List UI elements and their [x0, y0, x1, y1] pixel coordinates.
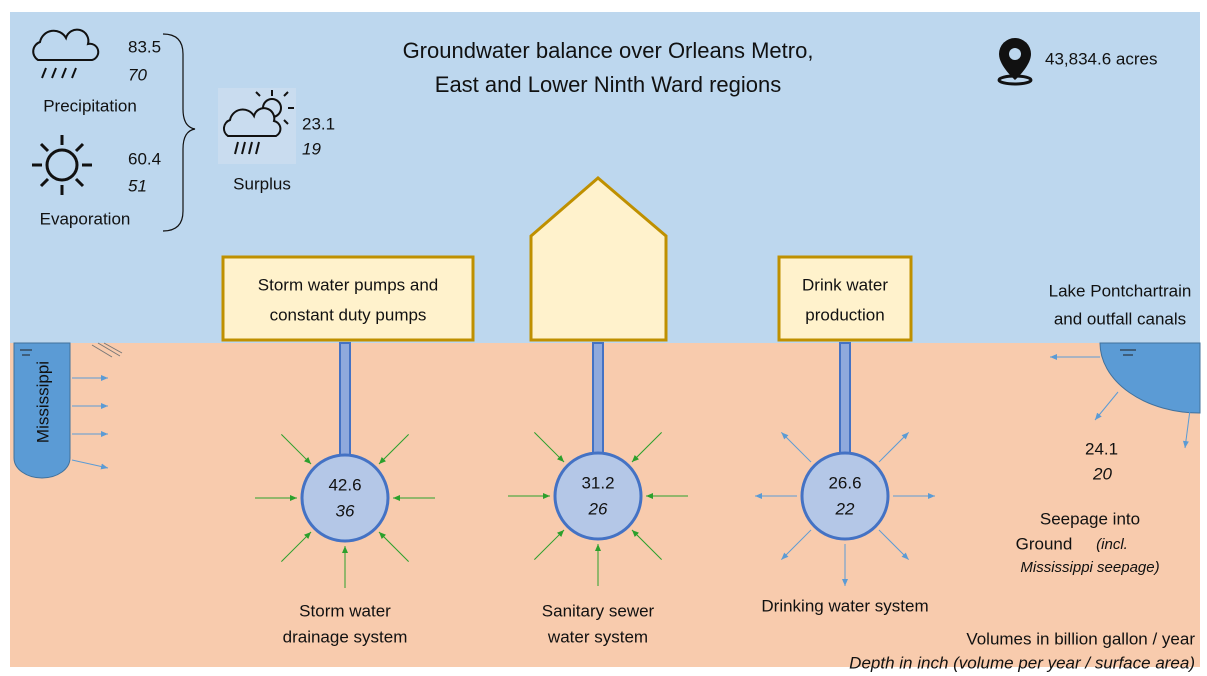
title: East and Lower Ninth Ward regions	[435, 72, 781, 97]
inflow-arrow	[378, 434, 409, 465]
node-depth: 36	[336, 501, 355, 520]
evap-label: Evaporation	[40, 209, 131, 228]
legend: Volumes in billion gallon / year	[966, 629, 1195, 648]
outflow-arrow	[781, 529, 812, 560]
drink-box	[777, 255, 913, 342]
outflow-arrow	[878, 432, 909, 463]
outflow-arrow	[878, 529, 909, 560]
seepage-note: (incl.	[1096, 536, 1128, 553]
node-depth: 22	[835, 499, 855, 518]
seep-arrow	[1182, 409, 1191, 449]
water-level	[20, 349, 32, 356]
water-level	[1120, 349, 1136, 356]
seep-arrow	[1094, 391, 1119, 421]
node	[553, 451, 643, 541]
surplus-icon	[218, 88, 296, 164]
evap-depth: 51	[128, 176, 147, 195]
inflow-arrow	[281, 531, 312, 562]
title: Groundwater balance over Orleans Metro,	[403, 38, 814, 63]
area: 43,834.6 acres	[1045, 49, 1157, 68]
pipe	[339, 342, 351, 459]
evap-volume: 60.4	[128, 149, 161, 168]
pin-icon	[997, 38, 1033, 86]
drink-text: production	[805, 305, 884, 324]
bracket	[162, 33, 196, 232]
node-volume: 26.6	[828, 473, 861, 492]
surplus-volume: 23.1	[302, 114, 335, 133]
seepage-volume: 24.1	[1085, 439, 1118, 458]
inflow-arrow	[534, 432, 565, 463]
lake-text: Lake Pontchartrain	[1049, 281, 1192, 300]
pumps-text: constant duty pumps	[270, 305, 427, 324]
hatch	[91, 342, 123, 358]
surplus-depth: 19	[302, 139, 321, 158]
pumps-box	[221, 255, 475, 342]
lake-text: and outfall canals	[1054, 309, 1186, 328]
seep-arrow	[71, 459, 109, 470]
node-volume: 31.2	[581, 473, 614, 492]
node-depth: 26	[588, 499, 608, 518]
pumps-text: Storm water pumps and	[258, 275, 438, 294]
node-label: Storm water	[299, 601, 391, 620]
inflow-arrow	[631, 432, 662, 463]
cloud-icon	[32, 28, 100, 79]
surplus-label: Surplus	[233, 174, 291, 193]
precip-label: Precipitation	[43, 96, 137, 115]
house	[529, 176, 668, 342]
river-label: Mississippi	[33, 361, 52, 443]
seepage-note: Mississippi seepage)	[1020, 559, 1159, 576]
node-label: drainage system	[283, 627, 408, 646]
node-label: Sanitary sewer	[542, 601, 655, 620]
precip-volume: 83.5	[128, 37, 161, 56]
outflow-arrow	[781, 432, 812, 463]
lake	[1099, 342, 1201, 414]
pipe	[839, 342, 851, 457]
node-volume: 42.6	[328, 475, 361, 494]
nodes: 42.6 36 Storm water drainage system 31.2 26 Sa…	[283, 342, 929, 646]
seepage-text: Ground	[1016, 534, 1073, 553]
arrows	[71, 354, 1191, 588]
precip-depth: 70	[128, 65, 147, 84]
sun-icon	[32, 135, 92, 195]
legend: Depth in inch (volume per year / surface…	[849, 653, 1195, 672]
inflow-arrow	[631, 529, 662, 560]
river	[13, 342, 71, 479]
inflow-arrow	[378, 531, 409, 562]
seepage-depth: 20	[1092, 464, 1112, 483]
inflow-arrow	[281, 434, 312, 465]
node	[800, 451, 890, 541]
seepage-text: Seepage into	[1040, 509, 1140, 528]
drink-text: Drink water	[802, 275, 888, 294]
inflow-arrow	[534, 529, 565, 560]
node-label: water system	[547, 627, 648, 646]
node	[300, 453, 390, 543]
pipe	[592, 342, 604, 457]
node-label: Drinking water system	[761, 596, 928, 615]
